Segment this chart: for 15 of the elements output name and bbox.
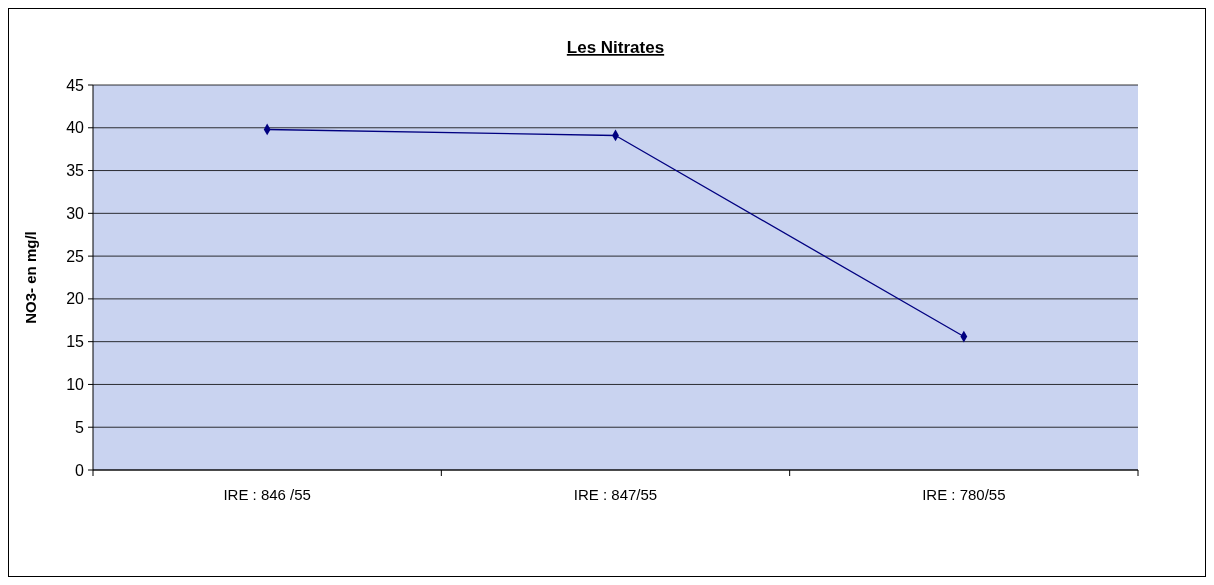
y-tick-label: 30 [66,204,85,222]
y-tick-label: 10 [66,376,85,394]
x-tick-label: IRE : 846 /55 [223,486,311,503]
y-tick-label: 5 [75,418,85,436]
x-tick-label: IRE : 780/55 [922,486,1006,503]
chart-title: Les Nitrates [566,38,665,57]
y-tick-label: 20 [66,290,85,308]
y-tick-label: 0 [75,461,85,479]
x-tick-label: IRE : 847/55 [573,486,658,503]
y-tick-label: 45 [66,76,85,94]
y-axis-title: NO3- en mg/l [22,231,39,324]
y-tick-label: 35 [66,162,85,180]
y-tick-label: 15 [66,333,85,351]
y-tick-label: 40 [66,119,85,137]
y-tick-label: 25 [66,247,85,265]
